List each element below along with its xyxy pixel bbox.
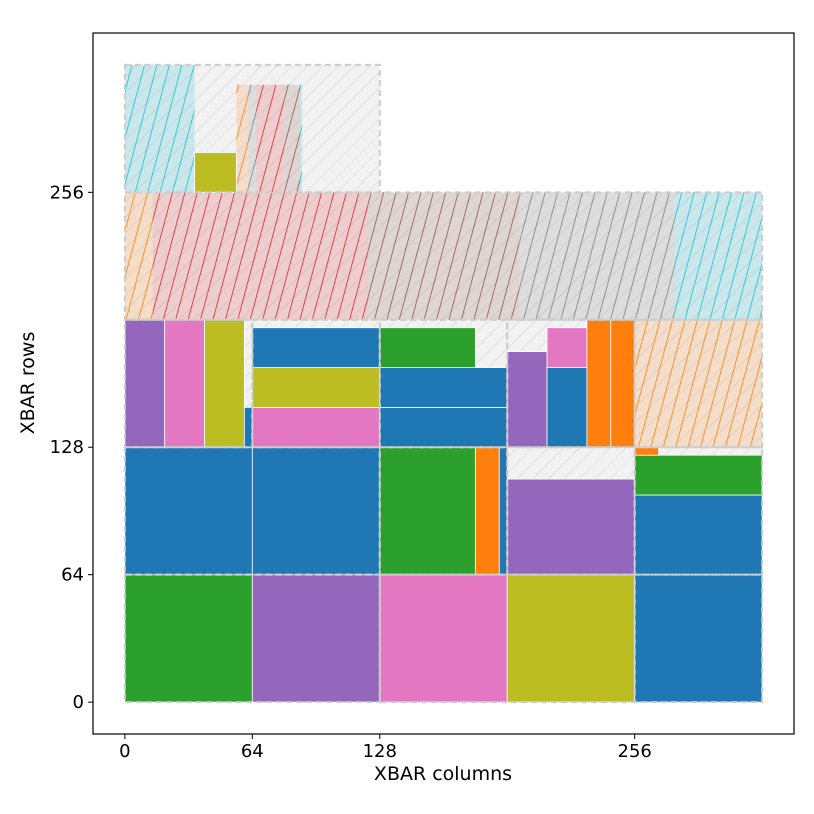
plot-area (123, 63, 764, 704)
x-tick-label-3: 256 (618, 741, 652, 762)
block-5 (124, 446, 253, 576)
y-tick-label-3: 256 (50, 182, 84, 203)
block-12 (634, 454, 763, 496)
x-tick-label-1: 64 (241, 741, 264, 762)
y-tick-label-0: 0 (73, 692, 84, 713)
block-14 (124, 319, 166, 448)
hatched-block-1 (124, 192, 153, 320)
block-27 (586, 319, 612, 448)
overlay-block-layer (194, 152, 237, 193)
hatched-block-0 (634, 319, 763, 448)
block-1 (251, 574, 381, 703)
block-22 (379, 367, 508, 408)
block-20 (251, 327, 381, 368)
block-17 (243, 406, 253, 448)
tile-border-3 (123, 446, 381, 576)
y-axis-label: XBAR rows (17, 332, 39, 435)
block-23 (379, 327, 476, 368)
block-0 (124, 574, 253, 703)
block-24 (506, 351, 548, 448)
block-25 (546, 367, 588, 448)
block-11 (634, 494, 763, 576)
block-10 (506, 478, 636, 576)
tile-border-12 (123, 191, 764, 321)
hatched-block-9 (256, 84, 285, 193)
block-26 (546, 327, 588, 368)
overlay-block-0 (194, 152, 237, 193)
tile-border-6 (633, 446, 764, 576)
tile-border-7 (123, 318, 254, 449)
hatched-block-8 (248, 84, 257, 193)
tile-border-2 (633, 573, 764, 704)
x-tick-label-2: 128 (363, 741, 397, 762)
block-4 (634, 574, 763, 703)
x-tick-label-0: 0 (119, 741, 130, 762)
hatched-block-6 (124, 64, 195, 193)
hatched-block-7 (236, 84, 249, 193)
block-3 (506, 574, 636, 703)
tile-border-5 (506, 446, 636, 576)
hatched-block-5 (674, 192, 763, 320)
hatched-block-11 (300, 84, 303, 193)
hatched-block-10 (284, 84, 301, 193)
block-6 (251, 446, 381, 576)
hatched-block-layer (124, 64, 763, 448)
hatched-block-3 (367, 192, 520, 320)
tile-border-4 (378, 446, 509, 576)
x-axis: 0 64 128 256 (119, 734, 652, 762)
tile-border-0 (123, 573, 381, 704)
block-2 (379, 574, 508, 703)
block-21 (379, 406, 508, 448)
block-19 (251, 367, 381, 408)
block-9 (498, 446, 508, 576)
tile-border-13 (123, 63, 381, 194)
x-axis-label: XBAR columns (374, 763, 512, 785)
tile-border-1 (378, 573, 636, 704)
tile-border-layer (123, 63, 764, 704)
y-tick-label-2: 128 (50, 437, 84, 458)
y-tick-label-1: 64 (61, 565, 84, 586)
y-axis: 0 64 128 256 (50, 182, 93, 713)
tile-border-11 (633, 318, 764, 449)
hatched-block-4 (519, 192, 675, 320)
block-15 (164, 319, 205, 448)
block-16 (204, 319, 245, 448)
block-28 (610, 319, 636, 448)
block-7 (379, 446, 476, 576)
block-8 (474, 446, 500, 576)
block-18 (251, 406, 381, 448)
block-layer (124, 319, 763, 703)
hatched-block-2 (152, 192, 368, 320)
plot-frame (92, 32, 795, 735)
block-13 (634, 446, 659, 456)
